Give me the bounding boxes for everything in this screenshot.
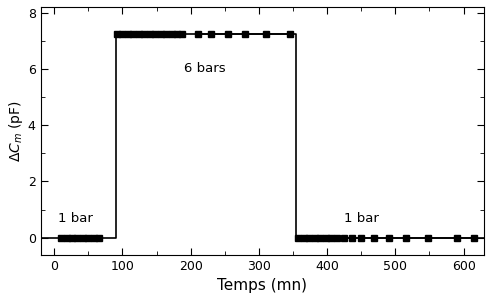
- X-axis label: Temps (mn): Temps (mn): [218, 278, 307, 293]
- Text: 1 bar: 1 bar: [57, 212, 92, 225]
- Y-axis label: $\Delta C_m\ \mathrm{(pF)}$: $\Delta C_m\ \mathrm{(pF)}$: [7, 100, 25, 162]
- Text: 6 bars: 6 bars: [184, 62, 225, 75]
- Text: 1 bar: 1 bar: [344, 212, 379, 225]
